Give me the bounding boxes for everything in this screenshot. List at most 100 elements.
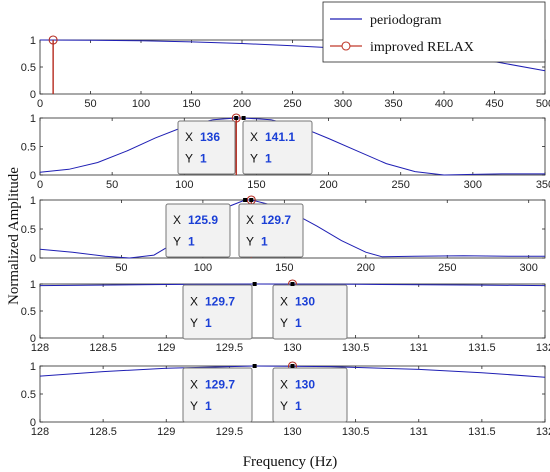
x-tick-label: 130.5 — [342, 426, 370, 438]
datatip-anchor-marker — [234, 116, 239, 120]
datatip-x-key: X — [280, 378, 288, 392]
y-axis-label: Normalized Amplitude — [6, 167, 22, 305]
datatip-y-value: 1 — [265, 151, 272, 165]
datatip-anchor-marker — [252, 282, 257, 286]
x-tick-label: 0 — [37, 98, 43, 110]
datatip-y-value: 1 — [295, 399, 302, 413]
x-tick-label: 130 — [283, 426, 301, 438]
x-tick-label: 300 — [464, 179, 482, 191]
datatip-box — [242, 120, 313, 175]
datatip-x-key: X — [280, 295, 288, 309]
y-tick-label: 1 — [30, 195, 36, 207]
y-tick-label: 0 — [30, 253, 36, 265]
x-tick-label: 300 — [520, 262, 538, 274]
datatip[interactable]: X 141.1 Y 1 — [241, 116, 313, 175]
x-tick-label: 128.5 — [89, 342, 117, 354]
y-tick-label: 0.5 — [21, 224, 36, 236]
datatip-y-key: Y — [280, 399, 288, 413]
datatip-anchor-marker — [252, 364, 257, 368]
x-tick-label: 150 — [182, 98, 200, 110]
datatip-y-value: 1 — [295, 316, 302, 330]
x-tick-label: 128 — [31, 426, 49, 438]
x-tick-label: 500 — [536, 98, 550, 110]
x-tick-label: 400 — [435, 98, 453, 110]
subplots: 05010015020025030035040045050000.5105010… — [21, 35, 550, 438]
datatip-x-value: 130 — [295, 295, 315, 309]
x-tick-label: 250 — [392, 179, 410, 191]
datatip-box — [272, 284, 348, 340]
x-tick-label: 0 — [37, 179, 43, 191]
y-tick-label: 1 — [30, 35, 36, 47]
datatip[interactable]: X 129.7 Y 1 — [238, 198, 304, 258]
x-tick-label: 200 — [357, 262, 375, 274]
x-tick-label: 100 — [194, 262, 212, 274]
x-tick-label: 300 — [334, 98, 352, 110]
x-tick-label: 131.5 — [468, 426, 496, 438]
datatip-y-key: Y — [190, 316, 198, 330]
y-tick-label: 1 — [30, 113, 36, 125]
datatip-x-key: X — [190, 378, 198, 392]
datatip-x-key: X — [173, 213, 181, 227]
datatip-x-value: 129.7 — [205, 378, 235, 392]
datatip-anchor-marker — [243, 198, 248, 202]
datatip[interactable]: X 129.7 Y 1 — [182, 364, 257, 423]
x-tick-label: 129.5 — [216, 342, 244, 354]
datatip[interactable]: X 130 Y 1 — [272, 364, 348, 423]
y-tick-label: 1 — [30, 361, 36, 373]
x-tick-label: 200 — [233, 98, 251, 110]
y-tick-label: 0.5 — [21, 142, 36, 154]
x-tick-label: 50 — [115, 262, 127, 274]
y-tick-label: 1 — [30, 279, 36, 291]
datatip-y-key: Y — [173, 234, 181, 248]
datatip-y-value: 1 — [205, 316, 212, 330]
datatip-anchor-marker — [241, 116, 246, 120]
datatip-y-value: 1 — [200, 151, 207, 165]
datatip-box — [182, 367, 253, 423]
periodogram-line — [39, 283, 546, 287]
datatip-x-value: 141.1 — [265, 130, 295, 144]
y-tick-label: 0.5 — [21, 62, 36, 74]
x-tick-label: 129 — [157, 426, 175, 438]
y-tick-label: 0.5 — [21, 306, 36, 318]
datatip-y-key: Y — [185, 151, 193, 165]
datatip-anchor-marker — [290, 364, 295, 368]
datatip[interactable]: X 130 Y 1 — [272, 282, 348, 340]
datatip-y-key: Y — [190, 399, 198, 413]
datatip-x-value: 129.7 — [205, 295, 235, 309]
legend-label: periodogram — [370, 13, 442, 28]
datatip-anchor-marker — [249, 198, 254, 202]
datatip-x-key: X — [185, 130, 193, 144]
datatip-x-value: 136 — [200, 130, 220, 144]
x-tick-label: 130 — [283, 342, 301, 354]
x-tick-label: 129.5 — [216, 426, 244, 438]
legend: periodogram improved RELAX — [322, 1, 546, 63]
x-tick-label: 132 — [536, 426, 550, 438]
x-tick-label: 150 — [247, 179, 265, 191]
datatip-x-key: X — [246, 213, 254, 227]
y-tick-label: 0 — [30, 170, 36, 182]
datatip[interactable]: X 136 Y 1 — [177, 116, 239, 175]
datatip-box — [165, 203, 231, 258]
relax-stem-marker — [231, 113, 241, 123]
x-tick-label: 100 — [175, 179, 193, 191]
x-tick-label: 50 — [84, 98, 96, 110]
datatip[interactable]: X 129.7 Y 1 — [182, 282, 257, 340]
x-tick-label: 350 — [536, 179, 550, 191]
relax-stem-marker — [48, 35, 58, 45]
x-tick-label: 450 — [485, 98, 503, 110]
y-tick-label: 0 — [30, 89, 36, 101]
datatip-x-key: X — [190, 295, 198, 309]
datatip-x-value: 129.7 — [261, 213, 291, 227]
x-tick-label: 128.5 — [89, 426, 117, 438]
datatip-box — [272, 367, 348, 423]
y-tick-label: 0.5 — [21, 389, 36, 401]
datatip[interactable]: X 125.9 Y 1 — [165, 198, 248, 258]
datatip-x-value: 125.9 — [188, 213, 218, 227]
datatip-box — [238, 203, 304, 258]
legend-label: improved RELAX — [370, 40, 474, 55]
periodogram-line — [39, 117, 545, 176]
x-tick-label: 350 — [384, 98, 402, 110]
